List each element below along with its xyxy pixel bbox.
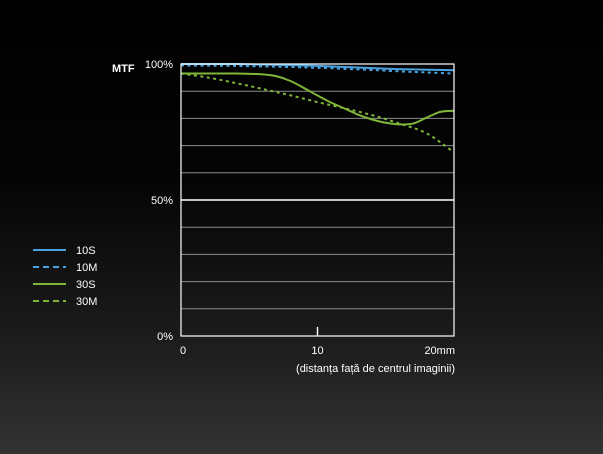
x-tick-label: 20mm [424,345,455,357]
legend: 10S 10M 30S 30M [33,245,97,308]
y-axis-title: MTF [112,63,135,75]
legend-label-30s: 30S [76,279,96,291]
y-tick-label: 0% [157,331,173,343]
y-tick-labels: 0% 50% 100% [145,59,173,343]
x-tick-labels: 0 10 20mm [180,345,455,357]
y-tick-label: 100% [145,59,173,71]
x-tick-label: 0 [180,345,186,357]
legend-label-10m: 10M [76,262,97,274]
y-tick-label: 50% [151,195,173,207]
series-line-30s [181,72,455,126]
legend-label-30m: 30M [76,296,97,308]
x-axis-title: (distanța față de centrul imaginii) [296,363,455,375]
series-line-30m [180,72,455,154]
series-lines [180,62,455,154]
legend-label-10s: 10S [76,245,96,257]
x-tick-label: 10 [311,345,323,357]
grid-lines [181,90,454,310]
series-line-10m [180,64,455,75]
